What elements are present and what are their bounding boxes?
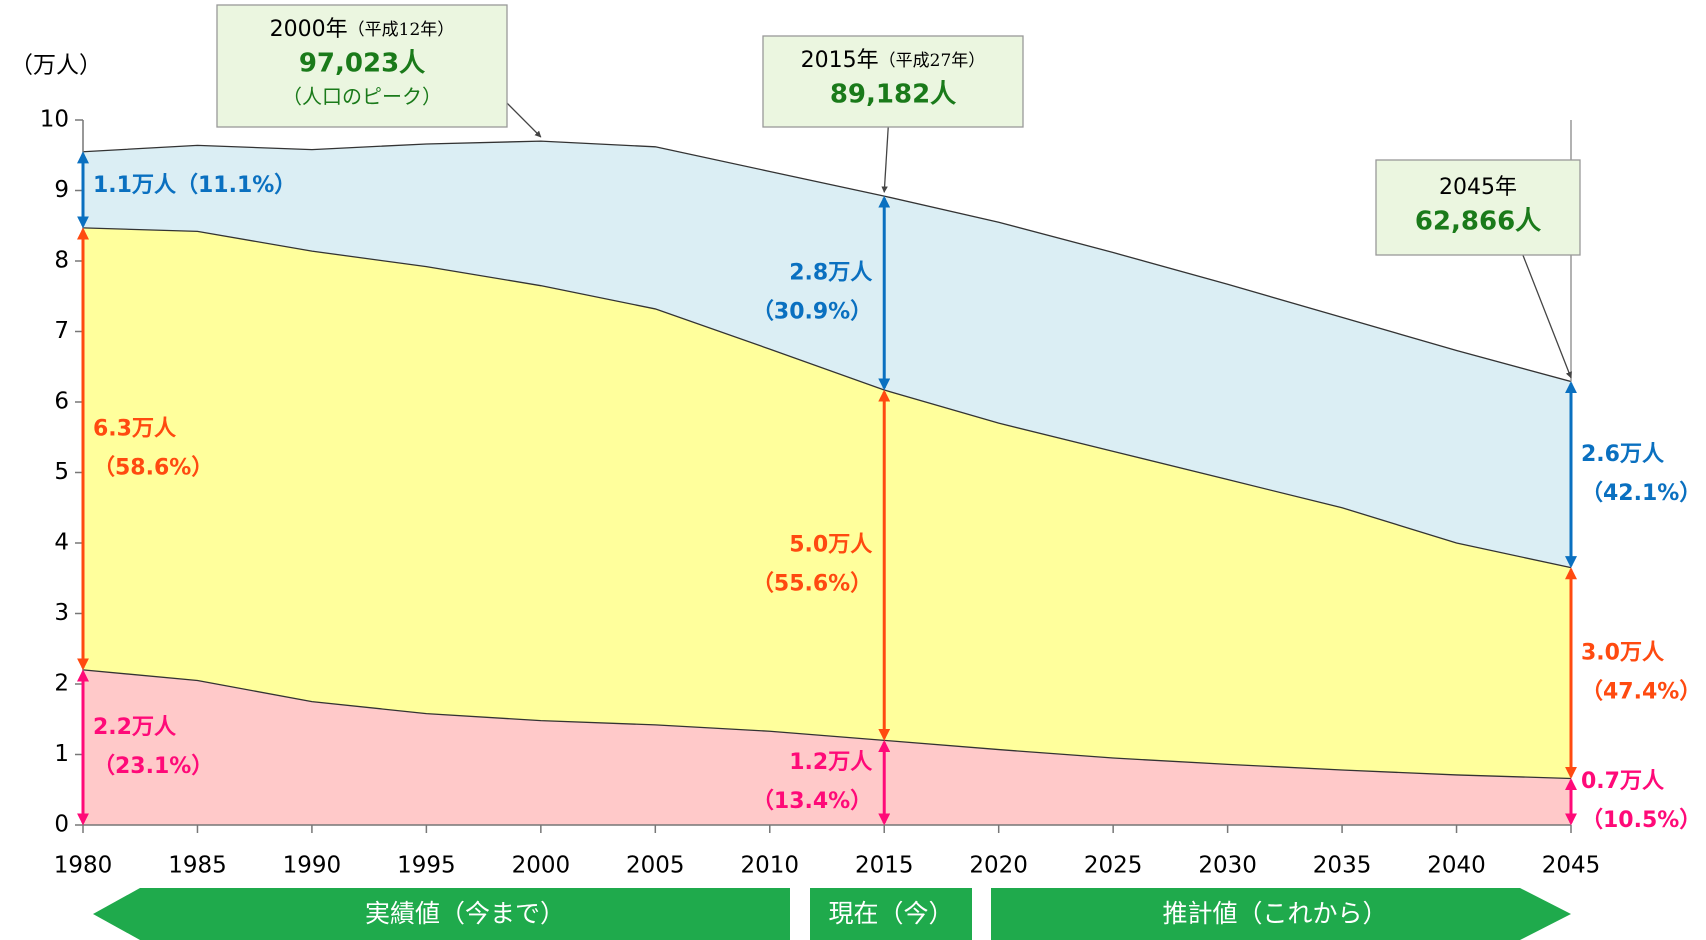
y-tick-label: 2 [54,671,69,697]
value-label: 2.8万人 [789,261,872,286]
banner-label: 現在（今） [828,899,953,928]
area-edge [82,140,1572,383]
x-tick-label: 2030 [1198,853,1257,879]
callout-year-text: 2045年 [1439,175,1517,200]
value-label: 5.0万人 [789,533,872,558]
banner [93,888,790,940]
area [83,141,1571,568]
value-label: （30.9%） [752,300,872,325]
y-tick-label: 5 [54,459,69,485]
callout-year: 2045年 [1439,175,1517,200]
callout-box [762,35,1024,128]
callout-year: 2000年（平成12年） [270,17,455,42]
x-tick-label: 1990 [283,853,342,879]
banner-label: 実績値（今まで） [365,899,565,928]
area [83,669,1571,825]
callout-box [1375,159,1581,256]
y-tick-label: 4 [54,530,69,556]
y-tick-label: 1 [54,741,69,767]
callout-era: （平成27年） [879,51,986,71]
y-tick-label: 10 [40,107,69,133]
y-tick-label: 0 [54,812,69,838]
y-tick-label: 8 [54,248,69,274]
x-tick-label: 2005 [626,853,685,879]
value-label: 3.0万人 [1581,641,1664,666]
y-tick-label: 3 [54,600,69,626]
value-label: 2.6万人 [1581,442,1664,467]
callout-pointer [881,126,889,193]
banner [810,888,972,940]
value-label: （47.4%） [1581,680,1701,705]
value-label: 1.1万人（11.1%） [93,173,296,198]
y-tick-label: 9 [54,177,69,203]
x-tick-label: 2015 [855,853,914,879]
value-label: （23.1%） [93,754,213,779]
value-label: （13.4%） [752,789,872,814]
area-edge [82,227,1572,569]
area-edge [82,669,1572,780]
callout-value: 62,866人 [1415,207,1541,237]
x-tick-label: 2000 [512,853,571,879]
x-tick-label: 2025 [1084,853,1143,879]
callout-pointer [1522,254,1572,379]
y-tick-label: 7 [54,318,69,344]
callout-value: 89,182人 [830,80,956,110]
value-label: 1.2万人 [789,750,872,775]
banner [991,888,1571,940]
callout-note: （人口のピーク） [282,85,442,109]
banner-label: 推計値（これから） [1162,899,1387,928]
value-label: （58.6%） [93,455,213,480]
value-label: （55.6%） [752,572,872,597]
x-tick-label: 2010 [740,853,799,879]
x-tick-label: 2040 [1427,853,1486,879]
x-tick-label: 2035 [1313,853,1372,879]
value-label: （10.5%） [1581,808,1701,833]
area [83,227,1571,779]
y-axis-label: （万人） [10,53,102,79]
value-label: 2.2万人 [93,715,176,740]
y-tick-label: 6 [54,389,69,415]
callout-year-text: 2015年 [801,48,879,73]
value-label: 6.3万人 [93,416,176,441]
callout-year: 2015年（平成27年） [801,48,986,73]
callout-box [216,4,508,128]
callout-era: （平成12年） [348,20,455,40]
x-tick-label: 2045 [1542,853,1601,879]
callout-value: 97,023人 [299,49,425,79]
callout-year-text: 2000年 [270,17,348,42]
value-label: （42.1%） [1581,481,1701,506]
x-tick-label: 1995 [397,853,456,879]
value-label: 0.7万人 [1581,769,1664,794]
x-tick-label: 2020 [969,853,1028,879]
x-tick-label: 1985 [168,853,227,879]
x-tick-label: 1980 [54,853,113,879]
